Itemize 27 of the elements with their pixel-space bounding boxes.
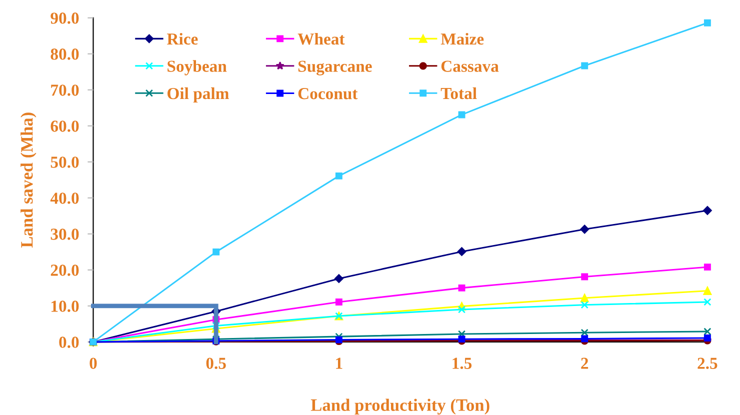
x-axis-title: Land productivity (Ton) (310, 398, 490, 415)
y-tick-label: 10.0 (52, 300, 79, 312)
x-tick-label: 2.5 (698, 358, 718, 370)
legend-label: Total (440, 87, 477, 100)
legend-label: Cassava (441, 60, 499, 72)
legend-label: Maize (440, 32, 484, 45)
x-tick-label: 1 (336, 358, 342, 369)
x-tick-label: 0 (90, 358, 97, 369)
y-tick-label: 30.0 (50, 228, 79, 240)
y-tick-label: 90.0 (50, 12, 79, 24)
y-axis-title: Land saved (Mha) (20, 112, 36, 248)
legend-label: Coconut (298, 88, 358, 100)
x-tick-label: 2 (581, 358, 588, 369)
y-tick-label: 70.0 (51, 84, 79, 96)
y-tick-label: 50.0 (50, 156, 79, 168)
x-tick-label: 0.5 (206, 358, 226, 370)
legend-label: Rice (166, 32, 198, 45)
legend-label: Sugarcane (298, 60, 372, 76)
legend-label: Soybean (168, 60, 227, 76)
x-tick-label: 1.5 (452, 358, 472, 370)
y-tick-label: 60.0 (50, 120, 79, 132)
legend-label: Wheat (298, 32, 345, 45)
y-tick-label: 40.0 (50, 192, 79, 204)
legend-label: Oil palm (168, 87, 229, 103)
y-tick-label: 80.0 (50, 48, 79, 60)
y-tick-label: 20.0 (50, 264, 79, 276)
y-tick-label: 0.0 (59, 336, 79, 348)
